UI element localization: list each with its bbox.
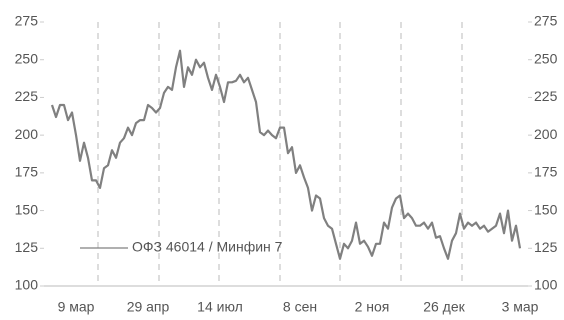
legend-label: ОФЗ 46014 / Минфин 7 [132,239,283,255]
x-tick-label: 14 июл [197,299,243,315]
data-line [50,49,522,260]
y-tick-label: 175 [15,164,39,180]
y-tick-label: 200 [15,126,39,142]
x-grid [97,22,463,286]
y2-tick-label: 275 [534,13,558,29]
y2-tick-label: 250 [534,50,558,66]
x-tick-label: 8 сен [283,299,317,315]
y2-tick-label: 175 [534,164,558,180]
y2-tick-label: 150 [534,201,558,217]
y-tick-label: 275 [15,13,39,29]
x-tick-label: 2 ноя [355,299,390,315]
x-tick-label: 29 апр [127,299,170,315]
x-tick-label: 9 мар [58,299,95,315]
y2-tick-label: 225 [534,88,558,104]
y-tick-label: 225 [15,88,39,104]
y2-tick-label: 125 [534,239,558,255]
y2-tick-label: 200 [534,126,558,142]
x-tick-label: 3 мар [502,299,539,315]
y-tick-label: 150 [15,201,39,217]
y-tick-label: 125 [15,239,39,255]
y2-tick-label: 100 [534,277,558,293]
y-tick-label: 250 [15,50,39,66]
y-tick-label: 100 [15,277,39,293]
x-tick-label: 26 дек [423,299,465,315]
